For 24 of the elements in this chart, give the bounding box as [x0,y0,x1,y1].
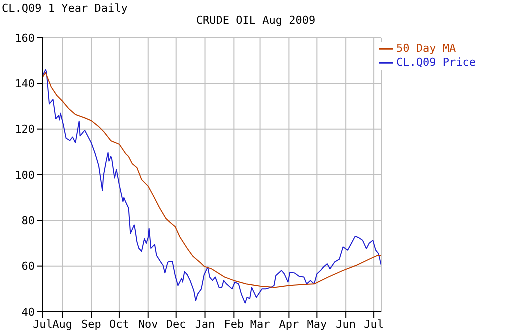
chart-subtitle: CL.Q09 1 Year Daily [2,2,128,15]
y-tick-label: 60 [22,260,35,274]
x-tick-label: Aug [52,318,73,331]
x-tick-label: May [307,318,328,331]
x-tick-label: Mar [250,318,271,331]
y-tick-label: 100 [15,168,35,182]
x-tick-label: Feb [224,318,244,331]
x-tick-label: Jun [336,318,356,331]
legend-label: CL.Q09 Price [396,56,476,70]
x-tick-label: Jul [33,318,53,331]
legend-label: 50 Day MA [396,42,456,56]
x-tick-label: Apr [279,318,300,331]
x-tick-label: Jan [195,318,216,331]
y-tick-label: 160 [15,32,35,45]
y-tick-label: 120 [15,123,35,136]
x-tick-label: Oct [110,318,130,331]
y-tick-label: 40 [22,306,35,319]
y-tick-label: 80 [22,214,35,228]
x-tick-label: Dec [166,318,186,331]
chart-title: CRUDE OIL Aug 2009 [195,14,317,27]
y-tick-label: 140 [15,78,35,91]
x-tick-label: Sep [82,318,102,331]
x-tick-label: Nov [138,318,159,331]
x-tick-label: Jul [364,318,384,331]
